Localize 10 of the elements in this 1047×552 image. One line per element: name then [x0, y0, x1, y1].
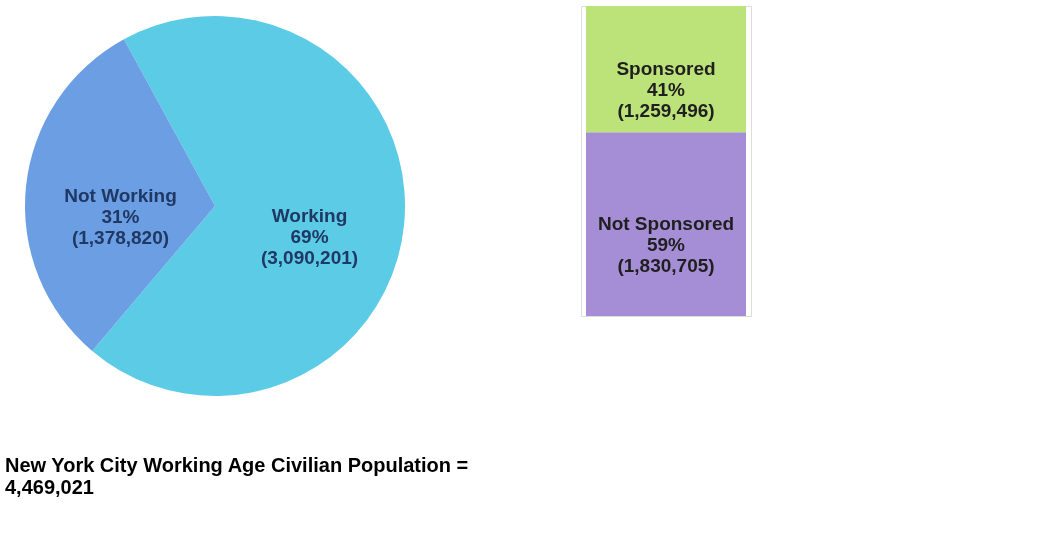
data-label: 59% (1,830,705) — [617, 234, 715, 277]
series-label: Not Sponsored — [597, 213, 735, 235]
slice-label: Working — [271, 204, 348, 226]
series-label: Sponsored — [616, 58, 716, 80]
data-label: 69% (3,090,201) — [260, 225, 359, 268]
data-label: 41% (1,259,496) — [617, 79, 715, 122]
data-label: 31% (1,378,820) — [71, 206, 170, 249]
slice-label: Not Working — [64, 185, 177, 207]
pie-slice — [25, 39, 215, 351]
text: New York City Working Age Civilian Population = 4,469,021 — [5, 454, 469, 498]
